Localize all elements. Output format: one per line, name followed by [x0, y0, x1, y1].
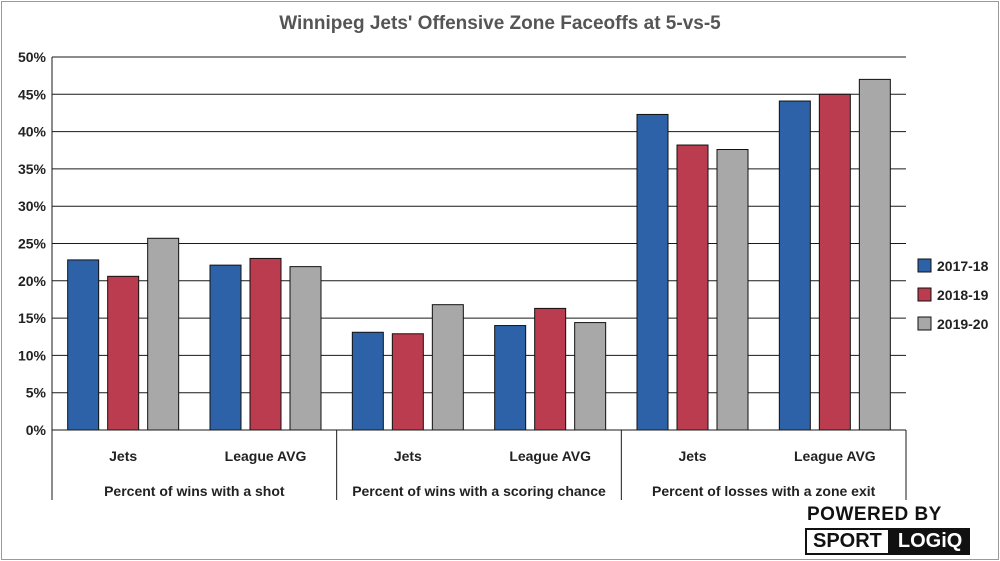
legend-swatch [917, 316, 932, 331]
chart-title: Winnipeg Jets' Offensive Zone Faceoffs a… [279, 13, 721, 34]
y-tick-label: 15% [18, 310, 47, 326]
x-category-label: League AVG [225, 448, 307, 464]
y-tick-label: 20% [18, 273, 47, 289]
bar-2017-18-league-avg [209, 264, 242, 431]
bar-2018-19-jets [676, 144, 709, 431]
y-tick-label: 30% [18, 198, 47, 214]
x-category-label: League AVG [794, 448, 876, 464]
y-tick-label: 5% [26, 385, 47, 401]
bar-2017-18-league-avg [494, 325, 527, 431]
bar-2019-20-league-avg [858, 78, 891, 431]
powered-by-logo: POWERED BY SPORT LOGiQ [805, 505, 995, 557]
bar-2017-18-jets [351, 331, 384, 431]
x-category-label: Jets [394, 448, 422, 464]
brand-powered-by: POWERED BY [807, 504, 942, 525]
y-tick-label: 40% [18, 124, 47, 140]
bar-2017-18-jets [67, 259, 100, 431]
bar-2019-20-jets [147, 237, 180, 431]
bar-2018-19-league-avg [534, 307, 567, 431]
legend-label: 2019-20 [937, 316, 989, 332]
bar-2019-20-league-avg [289, 266, 322, 431]
axes: 0% 5% 10% 15% 20% 25% 30% 35% 40% 45% 50% Jets Leagu… [18, 49, 907, 500]
legend-label: 2017-18 [937, 258, 989, 274]
x-category-label: League AVG [509, 448, 591, 464]
x-category-label: Jets [678, 448, 706, 464]
x-category-label: Jets [109, 448, 137, 464]
y-tick-label: 35% [18, 161, 47, 177]
bar-2019-20-jets [716, 149, 749, 431]
y-tick-label: 10% [18, 347, 47, 363]
bar-2017-18-jets [636, 113, 669, 431]
legend-label: 2018-19 [937, 287, 989, 303]
legend: 2017-18 2018-19 2019-20 [917, 258, 989, 332]
brand-logiq: LOGiQ [889, 528, 971, 555]
bar-2019-20-league-avg [574, 322, 607, 431]
x-group-label: Percent of losses with a zone exit [652, 483, 876, 499]
x-group-label: Percent of wins with a shot [104, 483, 285, 499]
legend-swatch [917, 287, 932, 302]
y-tick-label: 45% [18, 86, 47, 102]
legend-swatch [917, 258, 932, 273]
bar-2018-19-jets [107, 275, 140, 431]
grid [52, 56, 906, 431]
y-tick-label: 50% [18, 49, 47, 65]
x-group-label: Percent of wins with a scoring chance [352, 483, 606, 499]
bar-2017-18-league-avg [778, 100, 811, 431]
bar-2018-19-league-avg [818, 93, 851, 431]
y-tick-label: 25% [18, 236, 47, 252]
brand-sport: SPORT [805, 528, 890, 555]
bars [67, 78, 891, 431]
bar-2018-19-league-avg [249, 257, 282, 431]
bar-2018-19-jets [391, 333, 424, 431]
y-tick-label: 0% [26, 422, 47, 438]
bar-2019-20-jets [431, 304, 464, 431]
